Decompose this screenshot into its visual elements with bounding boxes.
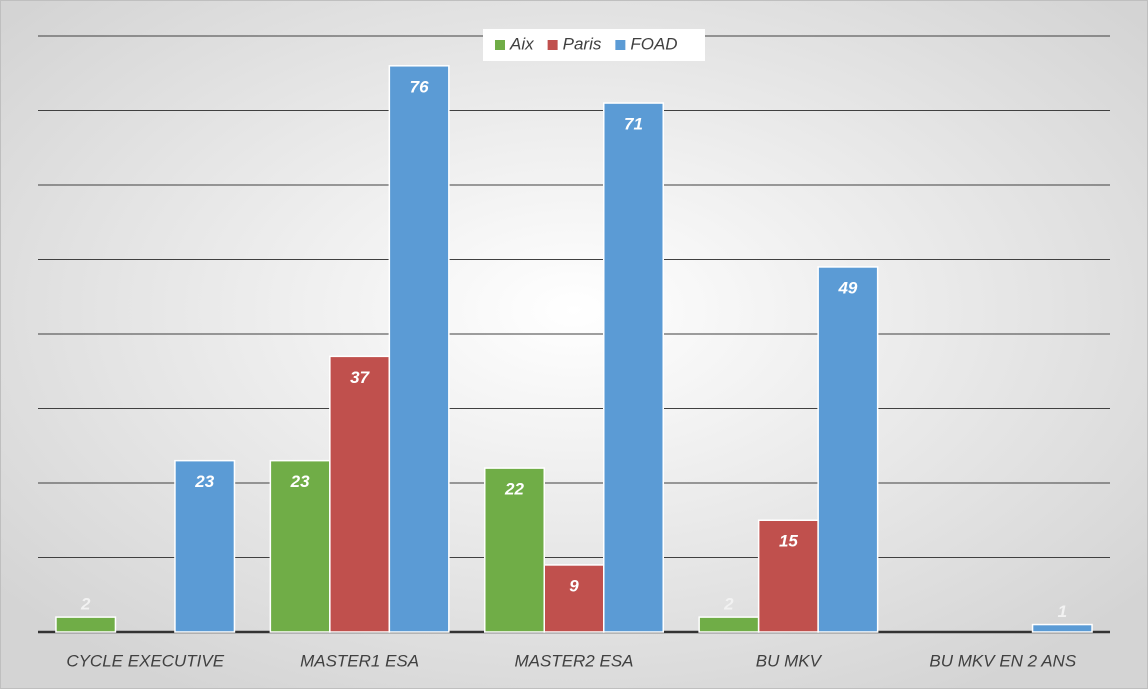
data-label: 76 — [410, 77, 429, 96]
bar — [603, 102, 664, 633]
data-label: 2 — [723, 595, 734, 614]
legend-label: FOAD — [630, 34, 677, 53]
x-tick-label: MASTER1 ESA — [300, 651, 419, 670]
data-label: 37 — [350, 368, 370, 387]
data-label: 49 — [837, 278, 857, 297]
data-label: 22 — [504, 480, 524, 499]
bar — [698, 616, 760, 633]
x-tick-label: MASTER2 ESA — [514, 651, 633, 670]
legend-swatch — [615, 40, 626, 50]
bar — [55, 616, 117, 633]
x-tick-label: BU MKV EN 2 ANS — [929, 651, 1076, 670]
legend-box — [483, 29, 705, 61]
data-label: 1 — [1058, 602, 1067, 621]
bar — [174, 459, 236, 633]
bar — [757, 519, 819, 633]
legend-label: Paris — [563, 34, 602, 53]
bar — [1031, 623, 1093, 633]
data-label: 2 — [80, 595, 91, 614]
data-label: 71 — [624, 115, 643, 134]
legend-swatch — [547, 40, 558, 50]
bar — [817, 266, 879, 633]
data-label: 23 — [290, 472, 310, 491]
data-label: 9 — [569, 576, 579, 595]
bar — [484, 467, 545, 633]
data-label: 23 — [194, 472, 214, 491]
bar — [269, 459, 331, 633]
bar — [329, 355, 391, 633]
bar — [543, 564, 605, 633]
legend-label: Aix — [509, 34, 534, 53]
legend-swatch — [495, 40, 505, 50]
x-tick-label: CYCLE EXECUTIVE — [66, 651, 224, 670]
x-tick-label: BU MKV — [756, 651, 823, 670]
data-label: 15 — [779, 532, 798, 551]
bar — [388, 65, 450, 633]
